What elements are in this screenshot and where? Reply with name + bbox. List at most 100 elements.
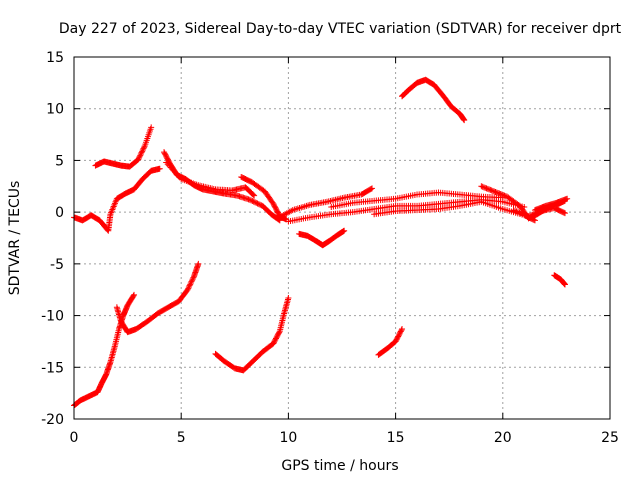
data-point	[156, 165, 163, 172]
data-point	[486, 186, 493, 193]
data-point	[493, 189, 500, 196]
x-tick-label: 10	[279, 430, 297, 446]
data-point	[148, 124, 155, 131]
data-point	[484, 185, 491, 192]
y-tick-label: 15	[46, 50, 64, 66]
data-point	[185, 284, 192, 291]
data-point	[525, 213, 532, 220]
data-point	[497, 191, 504, 198]
y-tick-label: -10	[41, 309, 64, 325]
data-point	[398, 327, 405, 334]
data-point	[560, 209, 567, 216]
data-point	[561, 281, 568, 288]
data-point	[139, 146, 146, 153]
data-point	[496, 190, 503, 197]
data-point	[251, 192, 258, 199]
data-point	[187, 279, 194, 286]
data-point	[248, 197, 255, 204]
data-point	[195, 260, 202, 267]
data-point	[250, 191, 257, 198]
data-point	[479, 183, 486, 190]
series-arc-band-a	[274, 185, 376, 222]
data-point	[187, 281, 194, 288]
data-point	[189, 275, 196, 282]
data-point	[140, 145, 147, 152]
y-tick-label: -15	[41, 360, 64, 376]
y-tick-label: 5	[55, 153, 64, 169]
data-point	[141, 144, 148, 151]
data-point	[529, 211, 536, 218]
series-arc-minus10	[113, 260, 202, 336]
data-point	[537, 208, 544, 215]
data-point	[482, 184, 489, 191]
data-point	[249, 197, 256, 204]
data-point	[257, 201, 264, 208]
y-axis-title: SDTVAR / TECUs	[7, 181, 23, 296]
data-point	[501, 192, 508, 199]
data-point	[137, 152, 144, 159]
series-arc-early	[71, 165, 163, 234]
data-point	[498, 191, 505, 198]
x-axis-title: GPS time / hours	[281, 458, 398, 474]
data-point	[495, 190, 502, 197]
series-arc-mid-upper	[163, 159, 258, 199]
data-point	[137, 151, 144, 158]
data-point	[184, 286, 191, 293]
data-point	[135, 155, 142, 162]
data-point	[530, 211, 537, 218]
data-point	[185, 285, 192, 292]
data-point	[250, 198, 257, 205]
data-point	[246, 196, 253, 203]
data-point	[500, 192, 507, 199]
x-tick-label: 25	[601, 430, 619, 446]
data-point	[461, 117, 468, 124]
data-point	[135, 156, 142, 163]
data-point	[136, 153, 143, 160]
series-arc-8h-bump	[238, 173, 290, 223]
data-point	[528, 212, 535, 219]
data-point	[139, 148, 146, 155]
x-tick-label: 5	[177, 430, 186, 446]
data-point	[487, 186, 494, 193]
data-point	[564, 195, 571, 202]
series-arc-dip	[296, 227, 348, 249]
x-tick-label: 15	[387, 430, 405, 446]
data-point	[253, 199, 260, 206]
data-point	[526, 212, 533, 219]
data-point	[276, 329, 283, 336]
data-point	[189, 277, 196, 284]
data-point	[130, 292, 137, 299]
series-arc-minus15	[212, 294, 292, 374]
data-point	[190, 274, 197, 281]
data-point	[188, 278, 195, 285]
series-arc-late-c	[510, 205, 568, 220]
series-arc-band-c	[328, 189, 506, 210]
data-point	[561, 210, 568, 217]
data-point	[285, 294, 292, 301]
series-arc-minus6	[551, 272, 568, 288]
x-tick-label: 0	[70, 430, 79, 446]
data-point	[492, 188, 499, 195]
y-tick-label: -5	[50, 257, 64, 273]
plot-frame	[73, 56, 611, 420]
data-point	[488, 187, 495, 194]
series-arc-plus5	[92, 124, 155, 170]
data-point	[531, 210, 538, 217]
data-point	[341, 227, 348, 234]
y-tick-label: 10	[46, 102, 64, 118]
data-point	[533, 210, 540, 217]
data-point	[489, 187, 496, 194]
data-point	[131, 291, 138, 298]
y-tick-label: 0	[55, 205, 64, 221]
chart-title: Day 227 of 2023, Sidereal Day-to-day VTE…	[59, 21, 622, 37]
data-point	[399, 326, 406, 333]
data-point	[138, 149, 145, 156]
data-point	[367, 185, 374, 192]
data-point	[502, 193, 509, 200]
data-point	[535, 209, 542, 216]
ticks-layer: 0 5 10 15 20 25 15 10 5 0 -5 -10 -15 -20	[41, 50, 619, 446]
data-point	[534, 209, 541, 216]
data-point	[186, 282, 193, 289]
